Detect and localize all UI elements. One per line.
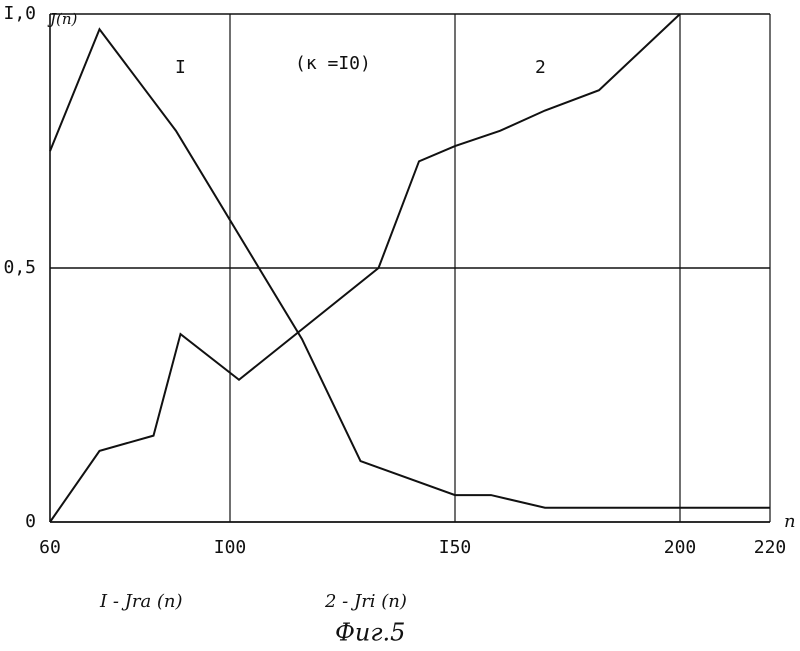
x-tick-label: I50: [439, 537, 472, 558]
y-axis-label: J(n): [47, 10, 78, 28]
x-tick-label: 200: [664, 537, 697, 558]
x-tick-label: 60: [39, 537, 61, 558]
legend-entry: 2 - Jri (n): [324, 591, 407, 612]
y-tick-label: 0,5: [3, 257, 36, 278]
annotation: I: [175, 57, 186, 78]
y-tick-label: I,0: [3, 3, 36, 24]
y-tick-label: 0: [25, 511, 36, 532]
annotation: 2: [535, 57, 546, 78]
x-tick-label: 220: [754, 537, 787, 558]
figure-caption: Фиг.5: [335, 619, 405, 647]
chart: J(n) n I (к =I0) 2 I - Jra (n) 2 - Jri (…: [0, 0, 800, 651]
x-tick-label: I00: [214, 537, 247, 558]
legend-entry: I - Jra (n): [99, 591, 183, 612]
annotation: (к =I0): [295, 53, 371, 74]
x-axis-label: n: [784, 511, 796, 532]
